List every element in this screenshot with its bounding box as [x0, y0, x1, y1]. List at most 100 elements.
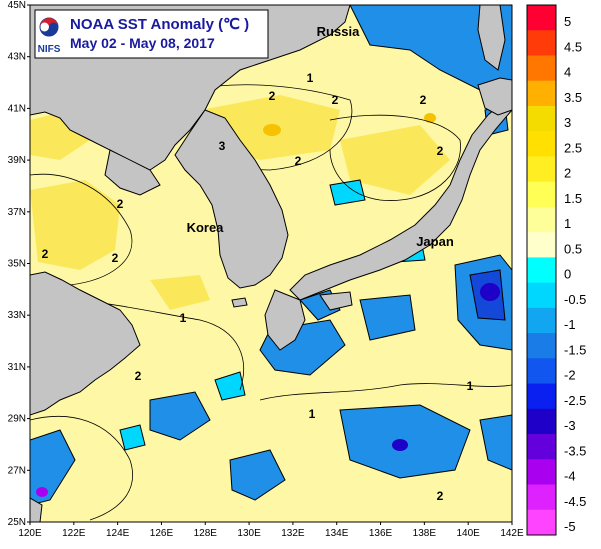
- colorbar-label: -3.5: [564, 443, 586, 458]
- colorbar-swatch: [527, 206, 556, 233]
- colorbar-label: 1.5: [564, 191, 582, 206]
- colorbar-swatch: [527, 55, 556, 82]
- map-period: May 02 - May 08, 2017: [70, 35, 215, 51]
- contour-label: 2: [420, 93, 427, 107]
- colorbar-swatch: [527, 383, 556, 410]
- lat-tick-label: 37N: [8, 207, 26, 218]
- colorbar-label: 1: [564, 216, 571, 231]
- colorbar-swatch: [527, 181, 556, 208]
- landmass-kyushu: [264, 289, 306, 351]
- colorbar-label: -4.5: [564, 494, 586, 509]
- landmass-taiwan: [30, 497, 43, 522]
- contour-label: 2: [117, 197, 124, 211]
- lon-tick-label: 126E: [150, 528, 174, 539]
- place-label-korea: Korea: [187, 220, 225, 235]
- lon-tick-label: 136E: [369, 528, 393, 539]
- colorbar-swatch: [527, 509, 556, 536]
- title-box-frame: [34, 9, 269, 59]
- landmass-korea: [174, 109, 289, 289]
- colorbar-swatch: [527, 257, 556, 284]
- lat-tick-label: 41N: [8, 103, 26, 114]
- colorbar-label: 3: [564, 115, 571, 130]
- landmass-shikoku: [319, 291, 353, 311]
- colorbar-swatch: [527, 358, 556, 385]
- colorbar-swatch: [527, 282, 556, 309]
- colorbar-label: -3: [564, 418, 576, 433]
- colorbar-frame: [526, 4, 557, 536]
- colorbar-swatch: [527, 131, 556, 157]
- latitude-axis: 45N 43N 41N 39N 37N 35N 33N 31N 29N 27N 25N: [8, 0, 30, 528]
- warm-anomaly-patches: [30, 95, 450, 310]
- colorbar-label: 0: [564, 267, 571, 282]
- contour-label: 2: [437, 144, 444, 158]
- landmass-china-coast: [30, 271, 141, 416]
- colorbar-label: 5: [564, 14, 571, 29]
- colorbar-swatch: [527, 333, 556, 359]
- contour-label: 2: [437, 489, 444, 503]
- lon-tick-label: 130E: [237, 528, 261, 539]
- contour-label: 1: [467, 379, 474, 393]
- contour-label: 1: [309, 407, 316, 421]
- colorbar-label: -1.5: [564, 342, 586, 357]
- colorbar-swatch: [527, 434, 556, 460]
- lat-tick-label: 27N: [8, 465, 26, 476]
- colorbar-label: 4: [564, 65, 571, 80]
- contour-label: 3: [219, 139, 226, 153]
- island-jeju: [231, 297, 248, 308]
- contour-label: 1: [180, 311, 187, 325]
- contour-label: 2: [332, 93, 339, 107]
- agency-label: NIFS: [38, 44, 61, 55]
- purple-cold-spot: [36, 487, 48, 497]
- contour-label: 2: [295, 154, 302, 168]
- contour-labels: 1 2 2 2 2 3 2 2 2 2 1 2 1 2 1: [42, 71, 474, 503]
- colorbar-label: 2.5: [564, 140, 582, 155]
- deep-cold-spots: [392, 283, 500, 451]
- lat-tick-label: 35N: [8, 259, 26, 270]
- landmass-hokkaido: [477, 77, 512, 116]
- lat-tick-label: 43N: [8, 52, 26, 63]
- colorbar-label: -5: [564, 519, 576, 534]
- colorbar-swatch: [527, 459, 556, 486]
- lon-tick-label: 122E: [62, 528, 86, 539]
- colorbar-label: 3.5: [564, 90, 582, 105]
- lat-tick-label: 45N: [8, 0, 26, 11]
- colorbar-swatch: [527, 30, 556, 56]
- place-label-japan: Japan: [416, 234, 454, 249]
- place-label-russia: Russia: [317, 24, 360, 39]
- lon-tick-label: 140E: [457, 528, 481, 539]
- lat-tick-label: 39N: [8, 155, 26, 166]
- colorbar-swatch: [527, 484, 556, 511]
- lat-tick-label: 33N: [8, 310, 26, 321]
- lat-tick-label: 31N: [8, 362, 26, 373]
- longitude-axis: 120E 122E 124E 126E 128E 130E 132E 134E 136E 138E…: [18, 522, 524, 539]
- contour-label: 1: [307, 71, 314, 85]
- colorbar-label: -1: [564, 317, 576, 332]
- map-title: NOAA SST Anomaly (℃ ): [70, 16, 249, 33]
- lon-tick-label: 138E: [413, 528, 437, 539]
- colorbar-swatch: [527, 5, 556, 31]
- colorbar-label: -2: [564, 368, 576, 383]
- landmass-japan-honshu: [289, 97, 512, 301]
- colorbar-swatch: [527, 408, 556, 435]
- colorbar-swatch: [527, 105, 556, 132]
- colorbar-label: -4: [564, 469, 576, 484]
- colorbar-swatch: [527, 307, 556, 334]
- colorbar: 5 4.5 4 3.5 3 2.5 2 1.5 1 0.5 0 -0.5 -1 -1.5 -2 -2.5 -3 -…: [526, 4, 586, 536]
- colorbar-swatch: [527, 156, 556, 183]
- contour-label: 2: [112, 251, 119, 265]
- colorbar-label: -0.5: [564, 292, 586, 307]
- colorbar-label: -2.5: [564, 393, 586, 408]
- title-box: NIFS NOAA SST Anomaly (℃ ) May 02 - May …: [34, 9, 269, 59]
- landmass-sakhalin: [477, 5, 506, 71]
- colorbar-label: 0.5: [564, 241, 582, 256]
- landmass-shandong: [104, 149, 161, 196]
- lon-tick-label: 132E: [281, 528, 305, 539]
- place-labels: Russia Korea Japan: [187, 24, 454, 249]
- lon-tick-label: 134E: [325, 528, 349, 539]
- nifs-logo: [39, 17, 59, 37]
- contour-label: 2: [269, 89, 276, 103]
- lon-tick-label: 120E: [18, 528, 42, 539]
- lon-tick-label: 128E: [194, 528, 218, 539]
- contour-label: 2: [135, 369, 142, 383]
